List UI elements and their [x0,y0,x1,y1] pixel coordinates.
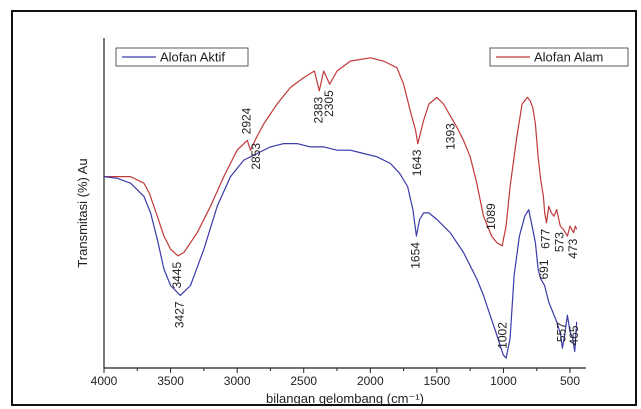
x-tick-label: 2500 [290,374,317,388]
peak-label: 2924 [239,107,253,134]
legend-label: Alofan Aktif [160,50,225,65]
peak-label: 2305 [322,90,336,117]
series-line-alofan-aktif [103,143,578,359]
peak-label: 691 [537,259,551,279]
peak-label: 3427 [172,301,186,328]
peak-label: 2383 [311,96,325,123]
x-tick-label: 1000 [490,374,517,388]
legend: Alofan Aktif Alofan Alam [115,47,629,67]
x-tick-label: 3000 [224,374,251,388]
peak-label: 1643 [410,149,424,176]
series-line-alofan-alam [104,57,578,257]
peak-label: 1654 [409,242,423,269]
x-tick-label: 4000 [91,374,118,388]
x-tick-label: 1500 [424,374,451,388]
peak-label: 3445 [170,261,184,288]
x-tick-label: 3500 [157,374,184,388]
legend-box [489,47,629,67]
legend-label: Alofan Alam [534,50,603,65]
peak-label: 1002 [495,322,509,349]
x-tick-label: 2000 [357,374,384,388]
peak-label: 2853 [249,143,263,170]
peak-label: 473 [566,238,580,258]
peak-label: 557 [555,322,569,342]
series-lines [103,57,578,359]
y-axis-title: Transmitasi (%) Au [75,158,90,267]
peak-label: 1089 [484,203,498,230]
peak-label: 573 [552,232,566,252]
axes: 4000 3500 3000 2500 2000 1500 1000 500 [91,38,586,388]
x-axis-title: bilangan gelombang (cm⁻¹) [266,391,424,406]
legend-box [115,47,249,67]
x-tick-label: 500 [560,374,580,388]
peak-label: 677 [539,229,553,249]
figure-frame [11,10,637,406]
peak-label: 465 [567,325,581,345]
peak-label: 1393 [443,123,457,150]
